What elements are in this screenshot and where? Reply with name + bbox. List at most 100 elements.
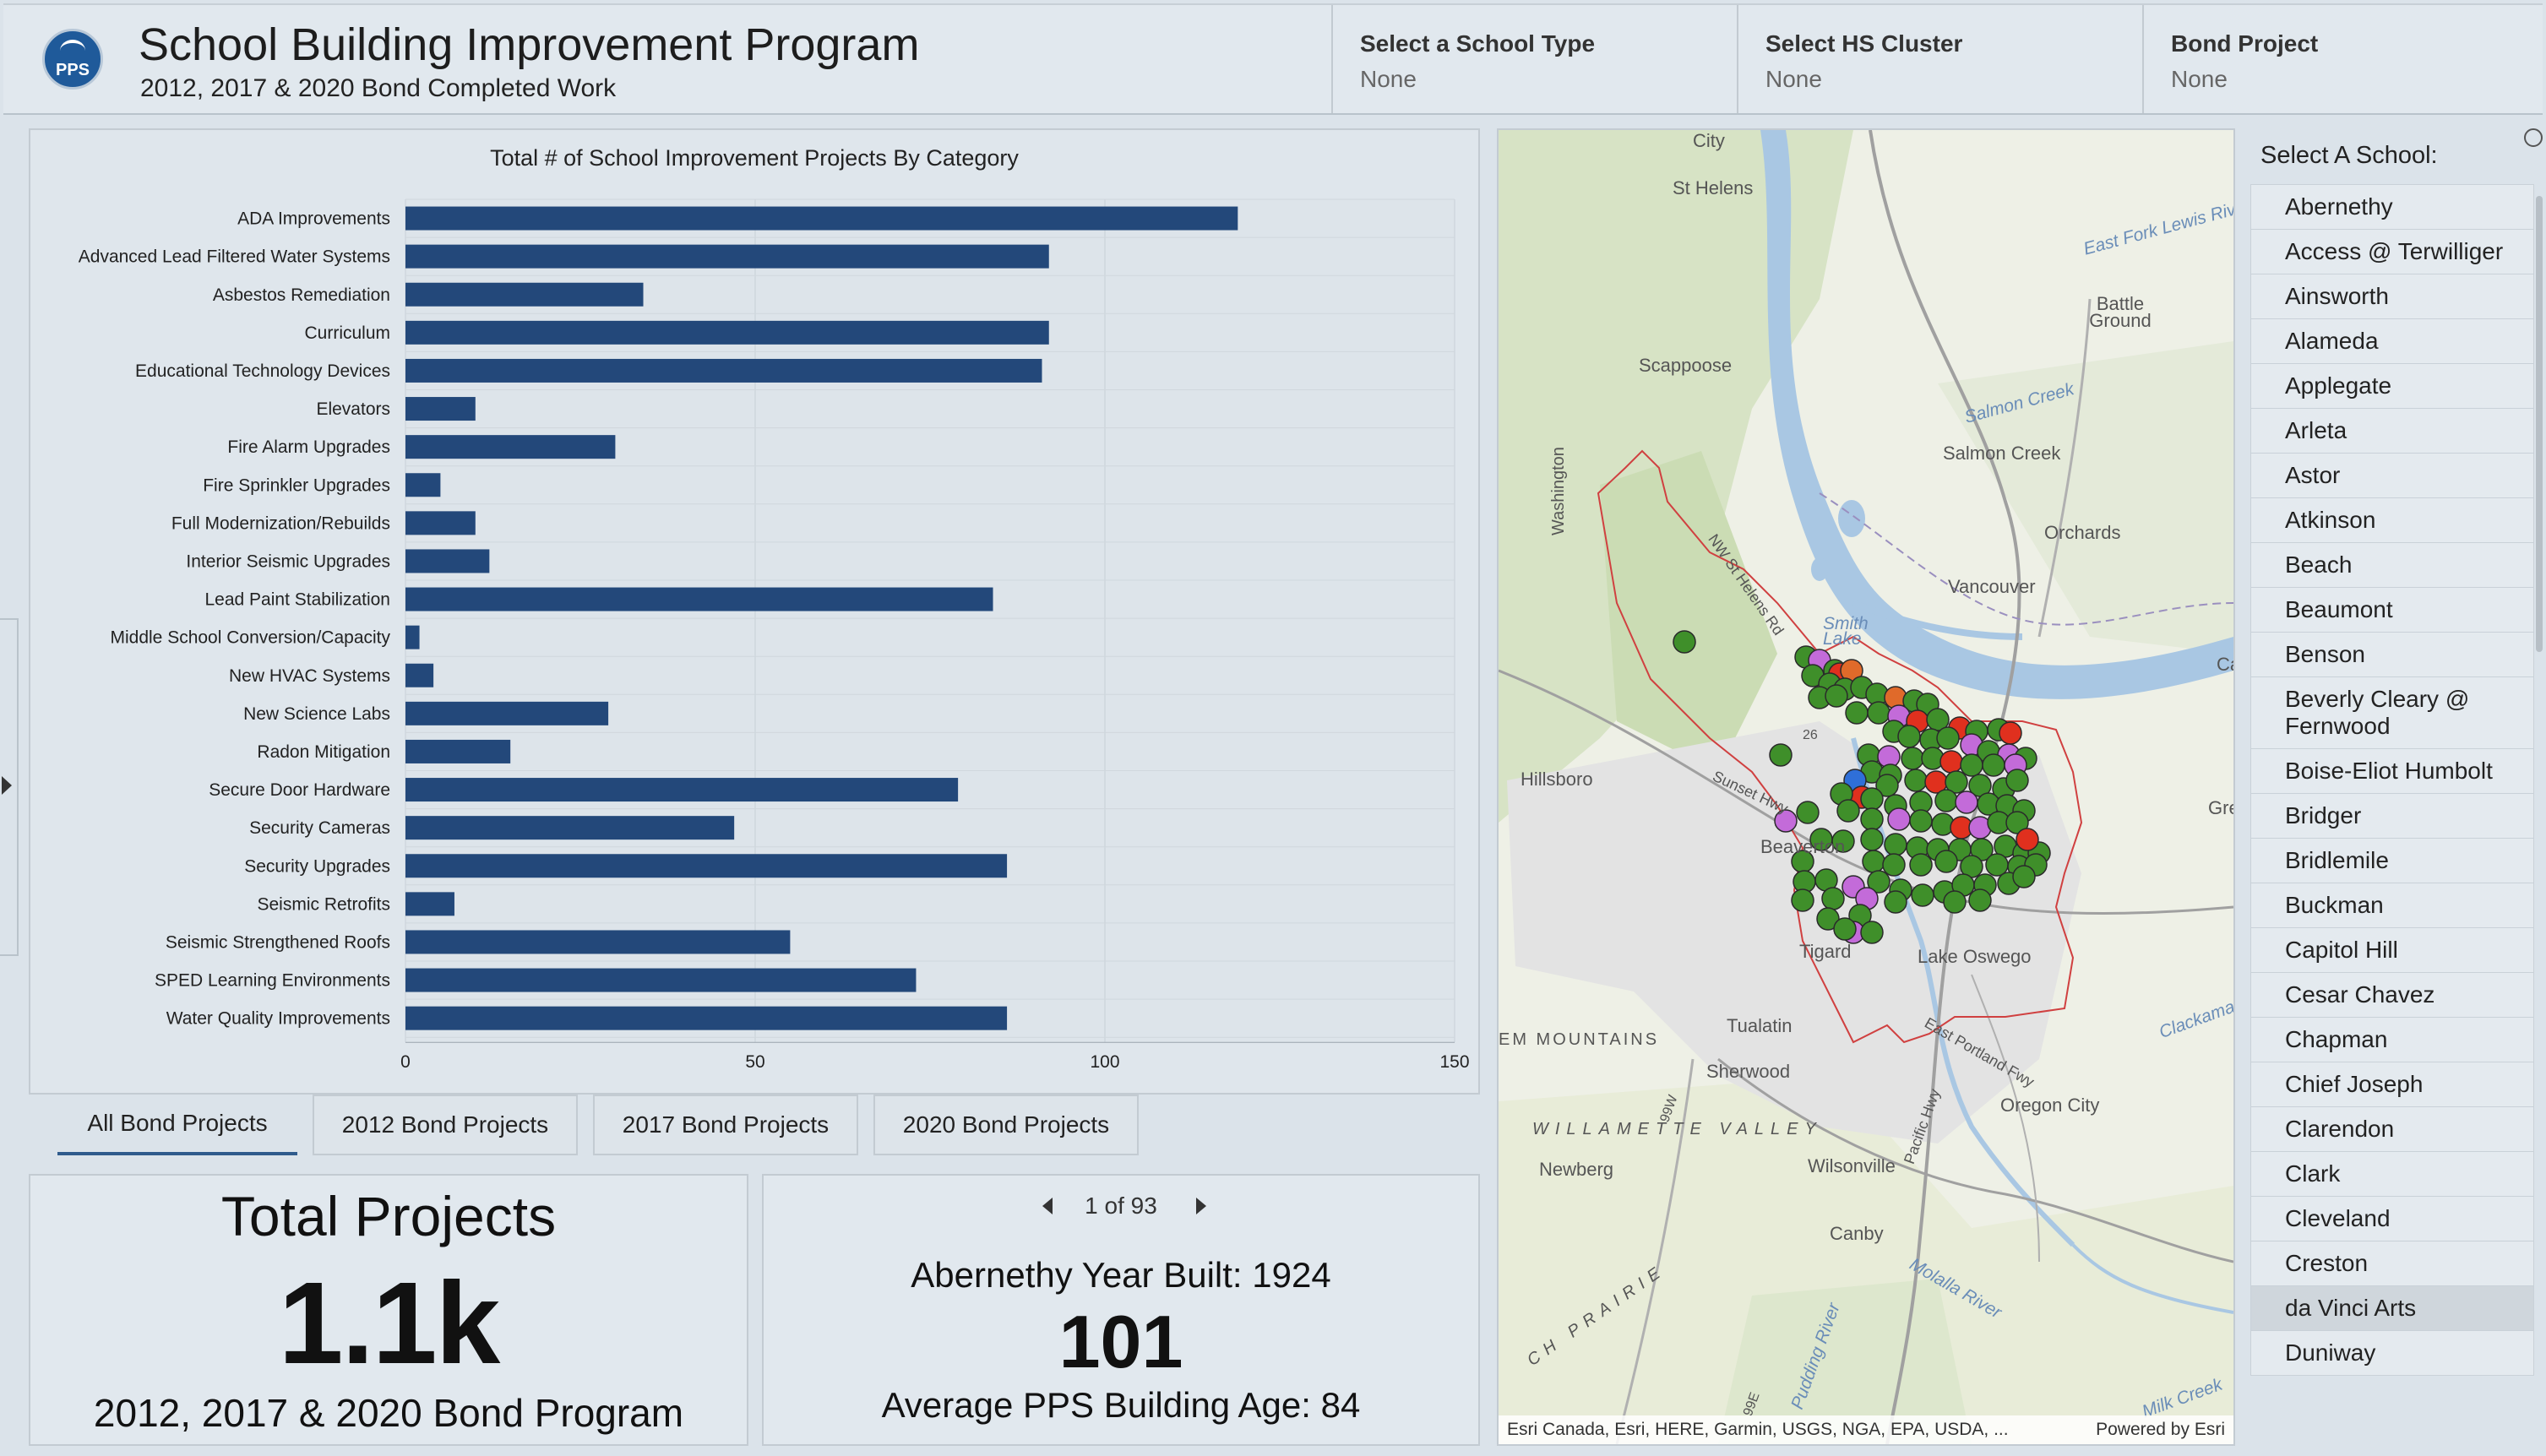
bar[interactable]	[405, 244, 1049, 269]
bar[interactable]	[405, 511, 476, 535]
school-marker[interactable]	[1774, 809, 1798, 833]
bar[interactable]	[405, 435, 616, 459]
school-list-item[interactable]: Astor	[2250, 454, 2534, 498]
school-marker[interactable]	[1816, 907, 1840, 931]
school-list-item[interactable]: Clark	[2250, 1152, 2534, 1197]
school-list-item[interactable]: Buckman	[2250, 883, 2534, 928]
school-marker[interactable]	[1960, 753, 1983, 777]
list-scrollbar[interactable]	[2536, 196, 2543, 652]
school-marker[interactable]	[1836, 799, 1860, 823]
bar[interactable]	[405, 663, 434, 687]
hs-cluster-value[interactable]: None	[1765, 66, 1822, 92]
school-marker[interactable]	[1769, 743, 1793, 767]
school-marker[interactable]	[1867, 870, 1890, 894]
school-markers[interactable]	[1673, 630, 2051, 944]
school-list-item[interactable]: Boise-Eliot Humbolt	[2250, 749, 2534, 794]
bar[interactable]	[405, 854, 1008, 878]
school-list-item[interactable]: Bridlemile	[2250, 839, 2534, 883]
school-list-item[interactable]: Abernethy	[2250, 184, 2534, 230]
school-marker[interactable]	[1796, 801, 1820, 824]
bar[interactable]	[405, 206, 1238, 231]
school-marker[interactable]	[1934, 850, 1958, 873]
school-list-item[interactable]: Cleveland	[2250, 1197, 2534, 1241]
school-marker[interactable]	[1845, 701, 1869, 725]
school-list-item[interactable]: Arleta	[2250, 409, 2534, 454]
school-marker[interactable]	[1939, 750, 1963, 774]
school-list-item[interactable]: Atkinson	[2250, 498, 2534, 543]
bar[interactable]	[405, 587, 993, 611]
school-marker[interactable]	[1985, 853, 2009, 877]
school-marker[interactable]	[1833, 917, 1857, 941]
school-marker[interactable]	[1970, 838, 1994, 861]
bar[interactable]	[405, 549, 490, 573]
bar[interactable]	[405, 282, 644, 307]
school-list-item[interactable]: Beverly Cleary @ Fernwood	[2250, 677, 2534, 749]
school-marker[interactable]	[1909, 853, 1933, 877]
school-marker[interactable]	[1875, 774, 1899, 797]
bar[interactable]	[405, 701, 609, 725]
school-list-item[interactable]: Access @ Terwilliger	[2250, 230, 2534, 274]
school-marker[interactable]	[1934, 789, 1958, 812]
school-marker[interactable]	[1860, 828, 1884, 851]
hs-cluster-selector[interactable]: Select HS Cluster None	[1737, 5, 2144, 113]
school-marker[interactable]	[1897, 725, 1921, 748]
school-marker[interactable]	[2005, 811, 2029, 834]
school-list-item[interactable]: Beach	[2250, 543, 2534, 588]
school-list-item[interactable]: Alameda	[2250, 319, 2534, 364]
bar[interactable]	[405, 892, 454, 916]
school-type-selector[interactable]: Select a School Type None	[1331, 5, 1738, 113]
school-list-item[interactable]: Applegate	[2250, 364, 2534, 409]
school-marker[interactable]	[1909, 809, 1933, 833]
school-list-item[interactable]: Capitol Hill	[2250, 928, 2534, 973]
school-marker[interactable]	[1825, 684, 1848, 708]
bar[interactable]	[405, 1006, 1008, 1030]
tab-2012-bond-projects[interactable]: 2012 Bond Projects	[313, 1095, 578, 1155]
bar[interactable]	[405, 778, 959, 802]
side-panel-toggle[interactable]	[0, 618, 19, 956]
school-marker[interactable]	[1911, 883, 1934, 907]
tab-2017-bond-projects[interactable]: 2017 Bond Projects	[593, 1095, 858, 1155]
school-marker[interactable]	[1882, 853, 1906, 877]
school-marker[interactable]	[1860, 921, 1884, 944]
tab-2020-bond-projects[interactable]: 2020 Bond Projects	[873, 1095, 1139, 1155]
school-marker[interactable]	[1860, 787, 1884, 811]
school-marker[interactable]	[1821, 887, 1845, 910]
school-marker[interactable]	[1884, 833, 1907, 856]
bond-project-selector[interactable]: Bond Project None	[2142, 5, 2543, 113]
prev-arrow-icon[interactable]	[1042, 1198, 1053, 1214]
bar[interactable]	[405, 930, 791, 954]
school-list-item[interactable]: Ainsworth	[2250, 274, 2534, 319]
bar[interactable]	[405, 320, 1049, 345]
school-marker[interactable]	[1884, 890, 1907, 914]
school-marker[interactable]	[1999, 721, 2022, 745]
school-list-item[interactable]: Creston	[2250, 1241, 2534, 1286]
bar[interactable]	[405, 739, 511, 763]
school-marker[interactable]	[1945, 770, 1968, 794]
school-list-item[interactable]: Chief Joseph	[2250, 1062, 2534, 1107]
bar[interactable]	[405, 968, 917, 992]
school-marker[interactable]	[2005, 769, 2029, 792]
school-list-item[interactable]: Benson	[2250, 633, 2534, 677]
school-map[interactable]: City St Helens Scappoose Battle Ground S…	[1497, 128, 2235, 1446]
school-list-item[interactable]: Beaumont	[2250, 588, 2534, 633]
bar[interactable]	[405, 625, 420, 649]
school-marker[interactable]	[1831, 829, 1855, 853]
tab-all-bond-projects[interactable]: All Bond Projects	[57, 1095, 297, 1155]
school-marker[interactable]	[1943, 890, 1967, 914]
school-list-item[interactable]: Duniway	[2250, 1331, 2534, 1376]
school-marker[interactable]	[1887, 807, 1911, 831]
school-type-value[interactable]: None	[1360, 66, 1417, 92]
bar[interactable]	[405, 816, 735, 840]
next-arrow-icon[interactable]	[1196, 1198, 1206, 1214]
school-marker[interactable]	[1862, 850, 1885, 873]
school-marker[interactable]	[2012, 865, 2036, 888]
school-marker[interactable]	[1982, 753, 2005, 777]
bar[interactable]	[405, 473, 441, 497]
powered-by-esri[interactable]: Powered by Esri	[2096, 1420, 2225, 1439]
school-list-item[interactable]: Cesar Chavez	[2250, 973, 2534, 1018]
school-marker[interactable]	[1936, 726, 1960, 750]
bar[interactable]	[405, 358, 1042, 383]
school-marker[interactable]	[1955, 790, 1978, 814]
school-marker[interactable]	[1867, 701, 1890, 725]
school-marker[interactable]	[1904, 769, 1928, 792]
